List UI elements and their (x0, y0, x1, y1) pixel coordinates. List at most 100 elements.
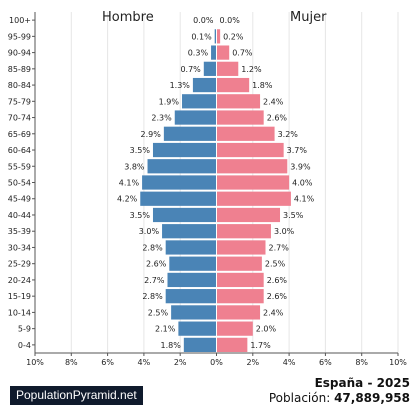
female-bar (216, 337, 248, 352)
age-group-label: 95-99 (8, 32, 31, 41)
male-bar (165, 289, 217, 304)
male-value-label: 0.3% (188, 49, 209, 58)
female-value-label: 4.0% (292, 179, 313, 188)
male-value-label: 2.8% (142, 292, 163, 301)
male-bar (163, 126, 217, 141)
male-bar (152, 207, 217, 223)
x-tick-label: 8% (355, 358, 368, 367)
male-bar (171, 305, 217, 320)
age-group-label: 0-4 (18, 341, 31, 350)
female-value-label: 0.0% (220, 16, 241, 25)
female-value-label: 2.7% (269, 243, 290, 252)
female-value-label: 1.7% (250, 341, 271, 350)
female-bar (216, 159, 288, 174)
female-value-label: 0.2% (223, 32, 244, 41)
age-group-label: 90-94 (8, 49, 31, 58)
age-group-label: 55-59 (8, 162, 31, 171)
male-bar (174, 110, 217, 125)
male-value-label: 3.5% (130, 146, 151, 155)
male-bar (178, 321, 217, 336)
age-group-label: 100+ (9, 16, 31, 25)
female-bar (216, 110, 264, 125)
female-value-label: 2.6% (267, 276, 288, 285)
female-bar (216, 256, 262, 271)
female-bar (216, 61, 239, 76)
female-bar (216, 240, 266, 255)
male-value-label: 4.2% (117, 195, 138, 204)
age-group-label: 25-29 (8, 260, 31, 269)
female-bar (216, 321, 253, 336)
female-value-label: 3.0% (274, 227, 295, 236)
male-value-label: 2.1% (155, 325, 176, 334)
male-value-label: 0.0% (193, 16, 214, 25)
female-value-label: 1.8% (252, 81, 273, 90)
age-group-label: 80-84 (8, 81, 31, 90)
male-value-label: 1.9% (159, 97, 180, 106)
male-value-label: 2.7% (144, 276, 165, 285)
female-value-label: 2.6% (267, 114, 288, 123)
male-value-label: 2.6% (146, 260, 167, 269)
population-label: Población: (268, 391, 331, 405)
female-bar (216, 45, 230, 60)
x-tick-label: 10% (26, 358, 44, 367)
age-group-label: 5-9 (18, 325, 31, 334)
female-value-label: 2.4% (263, 97, 284, 106)
age-group-label: 15-19 (8, 292, 31, 301)
male-value-label: 2.9% (141, 130, 162, 139)
x-tick-label: 0% (210, 358, 223, 367)
age-group-label: 75-79 (8, 97, 31, 106)
male-value-label: 4.1% (119, 179, 140, 188)
female-bar (216, 29, 221, 44)
female-series-label: Mujer (290, 10, 327, 25)
male-value-label: 1.8% (161, 341, 182, 350)
age-group-label: 35-39 (8, 227, 31, 236)
male-value-label: 2.5% (148, 308, 169, 317)
x-tick-label: 2% (174, 358, 187, 367)
age-group-label: 70-74 (8, 114, 31, 123)
brand-logo-link[interactable]: PopulationPyramid.net (10, 386, 143, 405)
age-group-label: 30-34 (8, 243, 31, 252)
female-value-label: 0.7% (232, 49, 253, 58)
female-bar (216, 272, 264, 288)
male-bar (203, 61, 217, 76)
female-bar (216, 207, 281, 223)
x-tick-label: 2% (246, 358, 259, 367)
female-value-label: 3.2% (278, 130, 299, 139)
x-tick-label: 10% (389, 358, 407, 367)
female-value-label: 1.2% (241, 65, 262, 74)
female-value-label: 2.5% (265, 260, 286, 269)
female-bar (216, 191, 291, 206)
male-value-label: 1.3% (170, 81, 191, 90)
male-value-label: 2.8% (142, 243, 163, 252)
female-value-label: 3.9% (290, 162, 311, 171)
x-tick-label: 6% (319, 358, 332, 367)
population-value: 47,889,958 (334, 391, 410, 405)
age-group-label: 10-14 (8, 308, 31, 317)
female-bar (216, 126, 275, 141)
male-value-label: 3.8% (124, 162, 145, 171)
population-line: Población: 47,889,958 (269, 391, 410, 405)
male-bar (140, 191, 217, 206)
age-group-label: 65-69 (8, 130, 31, 139)
age-group-label: 85-89 (8, 65, 31, 74)
male-bar (162, 224, 217, 239)
age-group-label: 45-49 (8, 195, 31, 204)
male-bar (214, 29, 217, 44)
male-bar (183, 337, 217, 352)
age-group-label: 40-44 (8, 211, 31, 220)
x-tick-label: 6% (101, 358, 114, 367)
male-bar (152, 142, 217, 158)
male-value-label: 2.3% (151, 114, 172, 123)
female-value-label: 2.0% (256, 325, 277, 334)
male-series-label: Hombre (102, 10, 154, 25)
male-value-label: 3.5% (130, 211, 151, 220)
female-value-label: 2.6% (267, 292, 288, 301)
age-group-label: 50-54 (8, 179, 31, 188)
female-value-label: 3.5% (283, 211, 304, 220)
female-bar (216, 77, 250, 93)
x-tick-label: 8% (65, 358, 78, 367)
male-bar (182, 94, 217, 109)
female-bar (216, 142, 284, 158)
female-bar (216, 175, 290, 190)
